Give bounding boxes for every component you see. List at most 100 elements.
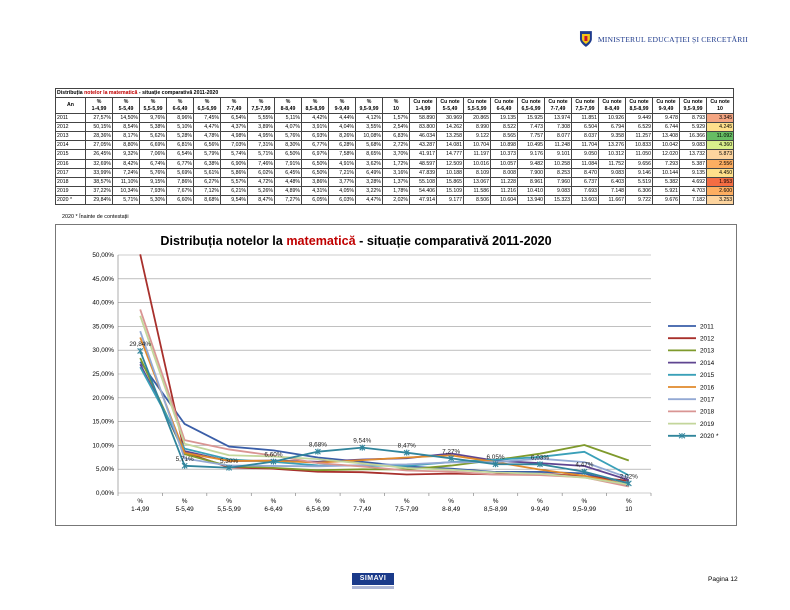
count-cell: 10.373 [490, 149, 518, 160]
count-cell: 13.603 [571, 194, 599, 206]
x-tick-label: % [626, 498, 632, 505]
pct-cell: 4,98% [220, 131, 248, 142]
count-cell: 10.410 [517, 185, 545, 196]
pct-cell: 7,24% [112, 167, 140, 178]
count-cell: 5.873 [705, 149, 735, 160]
count-cell: 46.034 [409, 131, 437, 142]
x-tick-label: % [182, 498, 188, 505]
x-tick-label: 6-6,49 [264, 506, 283, 513]
count-header: Cu note 7,5-7,99 [571, 97, 599, 115]
count-cell: 7.308 [544, 122, 572, 133]
pct-header: % 7-7,49 [220, 97, 248, 115]
count-cell: 8.506 [463, 194, 491, 206]
count-cell: 8.109 [463, 167, 491, 178]
grades-table: Distribuția notelor la matematică - situ… [54, 87, 735, 206]
count-cell: 48.597 [409, 158, 437, 169]
table-row: 2018 38,57% 11,10% 9,15% 7,86% 6,27% 5,57% 4,72… [55, 176, 735, 187]
pct-header: % 5-5,49 [112, 97, 140, 115]
table-row: 2017 33,99% 7,24% 5,76% 5,69% 5,61% 5,86% 6,02%… [55, 167, 735, 178]
x-tick-label: 7-7,49 [353, 506, 372, 513]
count-cell: 9.101 [544, 149, 572, 160]
pct-cell: 4,72% [247, 176, 275, 187]
count-header: Cu note 1-4,99 [409, 97, 437, 115]
data-point-marker [226, 464, 233, 471]
pct-cell: 9,32% [112, 149, 140, 160]
data-label: 6,03% [531, 454, 549, 461]
table-row: 2012 50,15% 8,54% 5,38% 5,10% 4,47% 4,37% 3,89%… [55, 122, 735, 133]
pct-cell: 5,79% [193, 149, 221, 160]
year-cell: 2015 [55, 149, 86, 160]
pct-cell: 3,86% [301, 176, 329, 187]
pct-cell: 7,21% [328, 167, 356, 178]
pct-cell: 8,47% [247, 194, 275, 206]
count-cell: 15.323 [544, 194, 572, 206]
pct-cell: 7,58% [328, 149, 356, 160]
count-cell: 3.345 [705, 113, 735, 124]
pct-cell: 6,54% [166, 149, 194, 160]
data-label: 5,30% [220, 458, 238, 465]
count-cell: 7.693 [571, 185, 599, 196]
count-cell: 10.495 [517, 140, 545, 151]
legend-label: 2020 * [700, 433, 719, 440]
table-row: 2019 37,22% 10,34% 7,93% 7,67% 7,12% 6,21% 5,26… [55, 185, 735, 196]
count-cell: 6.403 [598, 176, 626, 187]
pct-cell: 6,69% [139, 140, 167, 151]
count-cell: 8.253 [544, 167, 572, 178]
count-cell: 7.757 [517, 131, 545, 142]
pct-cell: 6,60% [166, 194, 194, 206]
pct-cell: 4,37% [220, 122, 248, 133]
pct-cell: 32,69% [85, 158, 113, 169]
count-cell: 54.406 [409, 185, 437, 196]
count-cell: 11.586 [463, 185, 491, 196]
year-cell: 2017 [55, 167, 86, 178]
count-cell: 8.990 [463, 122, 491, 133]
pct-cell: 5,28% [166, 131, 194, 142]
count-cell: 11.851 [571, 113, 599, 124]
count-cell: 12.509 [436, 158, 464, 169]
data-label: 9,54% [353, 438, 371, 445]
pct-cell: 2,54% [382, 122, 410, 133]
count-cell: 47.839 [409, 167, 437, 178]
count-cell: 10.016 [463, 158, 491, 169]
data-point-marker [270, 458, 277, 465]
count-header: Cu note 5,5-5,99 [463, 97, 491, 115]
data-label: 29,84% [129, 341, 151, 348]
count-cell: 10.898 [490, 140, 518, 151]
data-point-marker [314, 448, 321, 455]
count-cell: 5.921 [652, 185, 680, 196]
pct-cell: 6,49% [355, 167, 383, 178]
x-tick-label: % [404, 498, 410, 505]
x-tick-label: 8,5-8,99 [484, 506, 508, 513]
count-cell: 9.482 [517, 158, 545, 169]
pct-cell: 3,77% [328, 176, 356, 187]
pct-cell: 3,70% [382, 149, 410, 160]
x-tick-label: % [315, 498, 321, 505]
count-cell: 11.216 [490, 185, 518, 196]
y-tick-label: 45,00% [92, 276, 114, 283]
chart-title: Distribuția notelor la matematică - situ… [56, 234, 656, 248]
series-line [139, 309, 629, 488]
count-cell: 8.522 [490, 122, 518, 133]
year-header: An [55, 97, 86, 115]
count-cell: 8.077 [544, 131, 572, 142]
year-cell: 2011 [55, 113, 86, 124]
count-header: Cu note 10 [705, 97, 735, 115]
table-footnote: 2020 * Înainte de contestații [62, 214, 129, 220]
count-cell: 9.146 [625, 167, 653, 178]
pct-cell: 27,57% [85, 113, 113, 124]
x-tick-label: 5,5-5,99 [217, 506, 241, 513]
series-line [139, 337, 629, 486]
legend-label: 2012 [700, 336, 715, 343]
x-tick-label: % [359, 498, 365, 505]
pct-header: % 9-9,49 [328, 97, 356, 115]
count-cell: 15.109 [436, 185, 464, 196]
pct-cell: 8,42% [112, 158, 140, 169]
pct-cell: 5,30% [139, 194, 167, 206]
count-cell: 9.676 [652, 194, 680, 206]
table-caption-row: Distribuția notelor la matematică - situ… [54, 87, 735, 99]
pct-cell: 28,36% [85, 131, 113, 142]
year-cell: 2018 [55, 176, 86, 187]
count-header: Cu note 8-8,49 [598, 97, 626, 115]
count-cell: 2.600 [705, 185, 735, 196]
y-tick-label: 30,00% [92, 347, 114, 354]
